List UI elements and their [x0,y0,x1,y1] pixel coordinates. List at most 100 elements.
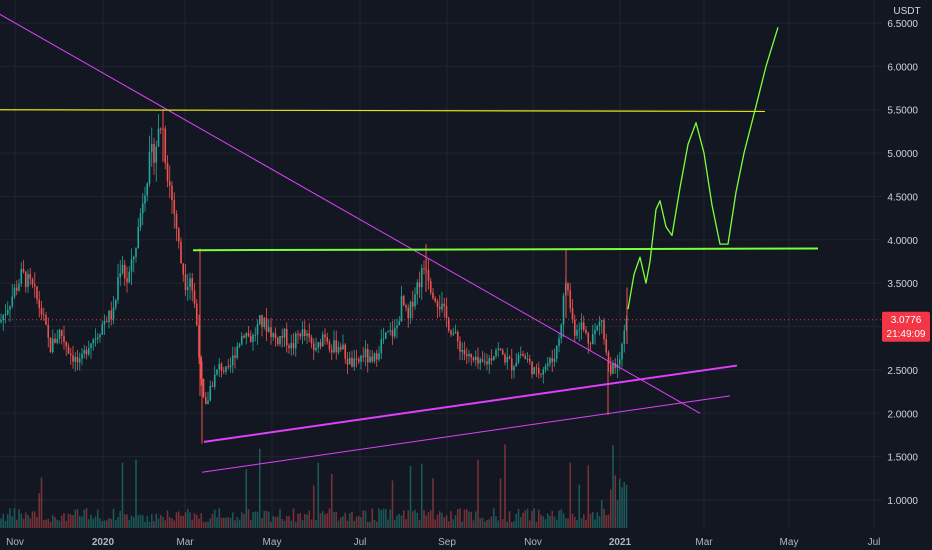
volume-bar [531,510,533,528]
x-tick-label: Jul [354,537,367,548]
candle-body [24,271,27,287]
candle-body [499,348,502,351]
candle-body [137,226,140,248]
y-tick-label: 3.5000 [887,279,918,290]
candle-body [265,317,268,332]
time-axis[interactable]: Nov 2020 Mar May Jul Sep Nov 2021 Mar May Jul [6,537,880,548]
candle-body [164,128,167,163]
candle-body [121,264,124,274]
volume-bar [335,511,338,528]
candle-body [474,356,477,361]
volume-bar [576,519,578,528]
candle-body [119,273,122,278]
volume-bar [9,508,11,528]
volume-bar [288,516,290,528]
volume-bar [45,519,47,528]
volume-bar [380,510,383,528]
candle-body [405,305,407,308]
volume-bar [594,519,596,528]
candle-body [252,335,254,342]
volume-bar [254,511,257,528]
volume-bar [94,516,97,528]
candle-body [560,324,563,339]
volume-bar [63,513,65,528]
volume-bar [342,516,344,528]
candle-countdown: 21:49:09 [887,329,926,340]
candle-body [587,333,590,344]
volume-bar [85,508,88,528]
volume-bar [180,515,182,528]
volume-bar [78,515,81,528]
volume-bar [598,516,601,528]
volume-bar [355,516,358,528]
candle-body [272,333,275,338]
volume-bar [249,520,252,528]
candle-body [249,335,252,342]
candle-body [378,353,380,360]
volume-bar [492,508,495,528]
volume-bar [274,517,277,528]
volume-bar [236,516,239,528]
y-tick-label: 5.0000 [887,149,918,160]
candle-body [348,357,351,365]
candle-body [416,282,419,295]
volume-bar [353,521,356,528]
candle-body [531,361,533,375]
candle-body [247,333,250,336]
volume-bar [209,518,212,528]
drawings[interactable] [0,13,819,473]
volume-bar [218,508,221,528]
volume-bar [13,508,16,528]
y-tick-label: 1.0000 [887,496,918,507]
volume-bar [128,520,131,528]
candle-body [49,337,52,353]
volume-bar [294,521,297,528]
green-resistance-line [192,247,819,252]
volume-bar [348,513,351,528]
candle-body [177,228,180,242]
volume-bar [621,487,623,528]
volume-bar [607,514,610,528]
candle-body [72,355,74,362]
volume-bar [447,521,450,528]
volume-bar [436,514,439,528]
candle-body [594,329,596,335]
volume-bar [168,516,171,528]
volume-bar [155,513,158,528]
volume-bar [618,478,621,528]
candle-body [22,268,25,272]
x-tick-label: Sep [438,537,456,548]
candle-body [328,341,331,350]
candle-body [569,290,572,309]
candle-body [159,128,162,130]
volume-bar [67,513,70,528]
candle-body [488,358,491,365]
volume-bar [258,448,261,528]
volume-bar [423,510,425,528]
candle-body [540,373,542,375]
candle-body [92,339,95,344]
volume-bar [364,510,367,528]
candle-body [126,278,128,283]
candle-body [317,342,320,348]
volume-bar [501,519,504,528]
volume-bar [58,520,61,528]
candle-body [36,286,38,300]
x-tick-label: May [780,537,799,548]
volume-bar [301,520,304,528]
volume-bar [609,489,612,528]
candle-body [90,343,92,349]
volume-bar [549,515,551,528]
volume-bar [411,511,414,528]
candle-body [240,335,243,345]
volume-bar [200,513,203,528]
volume-bar [299,513,302,528]
candle-body [369,356,371,363]
volume-bar [402,510,405,528]
volume-bar [513,521,515,528]
volume-bar [504,444,506,528]
volume-bar [189,512,191,528]
volume-bar [425,515,428,528]
volume-bar [623,482,626,528]
